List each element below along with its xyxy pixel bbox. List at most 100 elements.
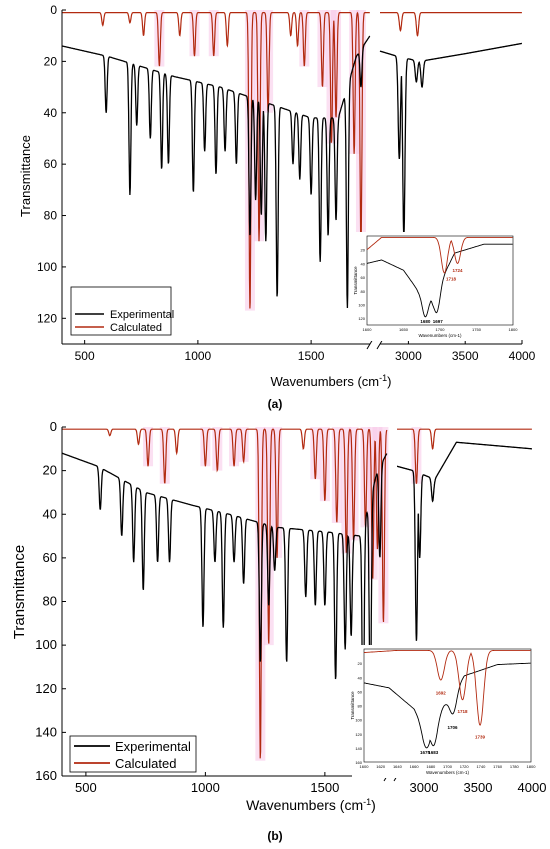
pa-highlight-band-18 bbox=[355, 10, 366, 247]
pb-inset-ytick-label-5: 120 bbox=[355, 732, 362, 737]
pb-inset-annotation-1: 1683 bbox=[428, 750, 439, 755]
pb-inset-xtick-label-1: 1620 bbox=[376, 764, 386, 769]
pa-inset-xtick-label-0: 1600 bbox=[363, 327, 373, 332]
pa-calculated-line-right bbox=[380, 12, 522, 37]
pb-calculated-line-left bbox=[62, 428, 388, 759]
pb-highlight-band-11 bbox=[272, 427, 283, 558]
pb-ytick-label-1: 20 bbox=[43, 463, 57, 478]
panel-b-experimental-series bbox=[61, 441, 532, 729]
pb-inset-xtick-label-10: 1800 bbox=[527, 764, 537, 769]
pb-inset-xtick-label-5: 1700 bbox=[443, 764, 453, 769]
pb-ytick-label-7: 140 bbox=[35, 724, 57, 739]
pb-inset-annotation-4: 1718 bbox=[458, 709, 469, 714]
panel-b-tick-labels: 0 20 40 60 80 100 120 140 160 500 1000 1500 3000 3500… bbox=[35, 419, 546, 795]
pb-highlight-band-15 bbox=[331, 427, 342, 523]
pb-ytick-label-0: 0 bbox=[50, 419, 57, 434]
pa-ytick-label-0: 0 bbox=[50, 3, 57, 17]
panel-a-axes bbox=[61, 9, 523, 350]
pa-xtick-label-2: 1500 bbox=[298, 349, 325, 363]
pb-inset-y-axis-label: Transmittance bbox=[350, 691, 355, 720]
pa-inset-calculated-line bbox=[366, 236, 513, 274]
pb-inset-frame bbox=[363, 648, 532, 763]
pb-ytick-label-4: 80 bbox=[43, 594, 57, 609]
pa-inset-frame bbox=[366, 235, 514, 326]
pa-highlight-band-14 bbox=[317, 10, 328, 88]
pb-highlight-band-2 bbox=[143, 427, 154, 467]
pa-inset-ytick-label-0: 20 bbox=[361, 248, 366, 253]
pb-highlight-band-16 bbox=[341, 427, 352, 554]
pb-calculated-line-right bbox=[397, 428, 532, 484]
pb-highlight-band-10 bbox=[263, 427, 274, 646]
pb-xtick-label-3: 3000 bbox=[410, 780, 439, 795]
panel-b-label: (b) bbox=[267, 829, 282, 843]
pa-inset-annotation-2: 1718 bbox=[446, 276, 457, 281]
pb-highlight-band-21 bbox=[378, 427, 389, 624]
pb-inset-xtick-label-0: 1600 bbox=[360, 764, 370, 769]
pa-inset-xtick-label-2: 1700 bbox=[436, 327, 446, 332]
pb-ytick-label-3: 60 bbox=[43, 550, 57, 565]
pb-inset-ytick-label-2: 60 bbox=[358, 689, 363, 694]
pa-inset-annotation-1: 1697 bbox=[433, 319, 444, 324]
panel-a-tick-labels: 0 20 40 60 80 100 120 500 1000 1500 3000 3500 4000 bbox=[37, 3, 536, 363]
pb-inset-xtick-label-9: 1780 bbox=[510, 764, 520, 769]
pa-highlight-band-6 bbox=[208, 10, 219, 57]
pb-inset-xtick-label-4: 1680 bbox=[426, 764, 436, 769]
pa-highlight-band-17 bbox=[349, 10, 360, 154]
pb-inset-ytick-label-0: 20 bbox=[358, 661, 363, 666]
panel-a-calculated-series bbox=[62, 11, 522, 309]
pb-inset-annotation-3: 1692 bbox=[436, 691, 447, 696]
pa-ytick-label-4: 80 bbox=[44, 209, 58, 223]
pb-highlight-band-17 bbox=[348, 427, 359, 541]
panel-b-legend: Experimental Calculated bbox=[69, 735, 197, 773]
pb-inset-background bbox=[352, 645, 535, 778]
pb-xtick-label-4: 3500 bbox=[464, 780, 493, 795]
pa-inset-xtick-label-4: 1800 bbox=[509, 327, 519, 332]
pb-inset-ytick-label-4: 100 bbox=[355, 718, 362, 723]
panel-b-x-axis-label: Wavenumbers (cm-1) bbox=[246, 797, 376, 813]
pb-experimental-line-right bbox=[397, 441, 532, 641]
pb-inset-x-axis-label: Wavenumbers (cm-1) bbox=[426, 770, 470, 775]
pb-ytick-label-8: 160 bbox=[35, 768, 57, 783]
pb-inset-xtick-label-8: 1760 bbox=[493, 764, 503, 769]
pa-ytick-label-1: 20 bbox=[44, 54, 58, 68]
panel-a-legend-experimental: Experimental bbox=[110, 309, 174, 321]
pb-inset-ytick-label-7: 160 bbox=[355, 760, 362, 765]
panel-b-calculated-series bbox=[62, 428, 532, 759]
pa-inset-ytick-label-2: 60 bbox=[361, 275, 366, 280]
pb-inset-annotation-0: 1675 bbox=[420, 750, 431, 755]
pb-highlight-band-5 bbox=[200, 427, 211, 467]
pa-xtick-label-5: 4000 bbox=[509, 349, 536, 363]
pa-xtick-label-3: 3000 bbox=[395, 349, 422, 363]
pa-highlight-band-13 bbox=[299, 10, 310, 67]
pb-inset-xtick-label-3: 1660 bbox=[410, 764, 420, 769]
pa-inset-background bbox=[355, 232, 517, 341]
pb-inset-calculated-line bbox=[364, 649, 531, 726]
pb-xtick-label-0: 500 bbox=[75, 780, 97, 795]
pb-xtick-label-5: 4000 bbox=[518, 780, 547, 795]
pb-inset-xtick-label-2: 1640 bbox=[393, 764, 403, 769]
panel-a-x-axis-label: Wavenumbers (cm-1) bbox=[271, 373, 392, 389]
panel-a-legend-calculated: Calculated bbox=[110, 322, 162, 334]
pa-highlight-band-5 bbox=[189, 10, 200, 57]
pb-highlight-band-9 bbox=[255, 427, 266, 761]
panel-a-chart: 0 20 40 60 80 100 120 500 1000 1500 3000 3500 4000 T… bbox=[18, 3, 536, 411]
pa-ytick-label-3: 60 bbox=[44, 157, 58, 171]
pb-ytick-label-5: 100 bbox=[35, 637, 57, 652]
pb-ytick-label-6: 120 bbox=[35, 681, 57, 696]
pa-highlight-band-8 bbox=[244, 10, 255, 311]
pa-highlight-band-10 bbox=[263, 10, 274, 113]
pa-ytick-label-5: 100 bbox=[37, 260, 57, 274]
pa-xtick-label-0: 500 bbox=[75, 349, 95, 363]
pa-xtick-label-4: 3500 bbox=[452, 349, 479, 363]
pa-inset-ytick-label-5: 120 bbox=[358, 316, 365, 321]
pb-inset-annotation-2: 1706 bbox=[448, 725, 459, 730]
panel-b-legend-experimental: Experimental bbox=[115, 739, 191, 754]
pa-ytick-label-2: 40 bbox=[44, 106, 58, 120]
panel-b-chart: 0 20 40 60 80 100 120 140 160 500 1000 1500 3000 3500… bbox=[11, 419, 546, 843]
pa-inset-experimental-line bbox=[366, 243, 513, 318]
pa-inset-ytick-label-1: 40 bbox=[361, 261, 366, 266]
pb-highlight-band-3 bbox=[159, 427, 170, 484]
pb-highlight-band-6 bbox=[212, 427, 223, 471]
